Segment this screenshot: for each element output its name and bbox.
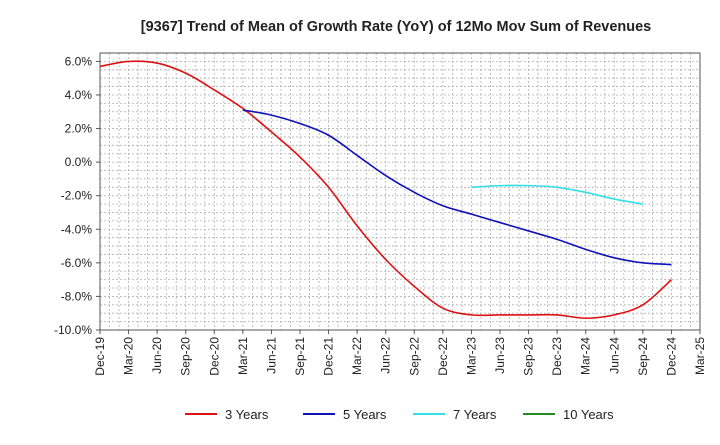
legend-label-3-years: 3 Years: [225, 407, 269, 422]
legend-item-10-years: 10 Years: [523, 407, 614, 422]
series-line-5-years: [242, 109, 672, 266]
grid: [100, 52, 700, 331]
x-tick-label: Sep-23: [522, 337, 536, 376]
legend-item-3-years: 3 Years: [185, 407, 269, 422]
y-tick-label: -10.0%: [54, 323, 92, 337]
y-tick-label: -4.0%: [61, 222, 93, 236]
legend-label-10-years: 10 Years: [563, 407, 614, 422]
x-tick-label: Dec-21: [322, 337, 336, 376]
x-tick-label: Sep-20: [179, 337, 193, 376]
series-lines: [99, 60, 672, 320]
x-tick-label: Mar-21: [236, 337, 250, 375]
x-tick-label: Sep-21: [293, 337, 307, 376]
x-tick-label: Mar-20: [122, 337, 136, 375]
legend-label-5-years: 5 Years: [343, 407, 387, 422]
x-tick-label: Jun-22: [379, 337, 393, 374]
x-tick-label: Sep-22: [407, 337, 421, 376]
x-tick-label: Mar-24: [579, 337, 593, 375]
y-tick-label: 2.0%: [65, 122, 93, 136]
chart-title: [9367] Trend of Mean of Growth Rate (YoY…: [141, 19, 652, 35]
y-tick-label: -8.0%: [61, 289, 93, 303]
legend: 3 Years 5 Years 7 Years 10 Years: [185, 407, 614, 422]
y-tick-label: -6.0%: [61, 256, 93, 270]
series-line-7-years: [471, 184, 643, 205]
x-tick-label: Sep-24: [636, 337, 650, 376]
x-tick-label: Dec-20: [207, 337, 221, 376]
series-line-3-years: [99, 60, 672, 320]
y-tick-label: 6.0%: [65, 54, 93, 68]
legend-item-7-years: 7 Years: [413, 407, 497, 422]
x-tick-label: Dec-24: [664, 337, 678, 376]
y-tick-label: -2.0%: [61, 189, 93, 203]
x-tick-label: Jun-23: [493, 337, 507, 374]
y-tick-label: 0.0%: [65, 155, 93, 169]
plot-area: [100, 53, 700, 330]
x-tick-label: Dec-22: [436, 337, 450, 376]
x-tick-label: Jun-21: [264, 337, 278, 374]
x-tick-label: Dec-23: [550, 337, 564, 376]
y-tick-label: 4.0%: [65, 88, 93, 102]
legend-item-5-years: 5 Years: [303, 407, 387, 422]
x-tick-label: Mar-25: [693, 337, 707, 375]
x-tick-label: Jun-20: [150, 337, 164, 374]
x-tick-label: Jun-24: [607, 337, 621, 374]
legend-label-7-years: 7 Years: [453, 407, 497, 422]
x-tick-label: Mar-22: [350, 337, 364, 375]
plot-frame: [99, 52, 701, 331]
x-tick-label: Mar-23: [464, 337, 478, 375]
x-tick-label: Dec-19: [93, 337, 107, 376]
axes: 6.0% 4.0% 2.0% 0.0% -2.0% -4.0% -6.0% -8.0% -10.…: [54, 52, 707, 376]
